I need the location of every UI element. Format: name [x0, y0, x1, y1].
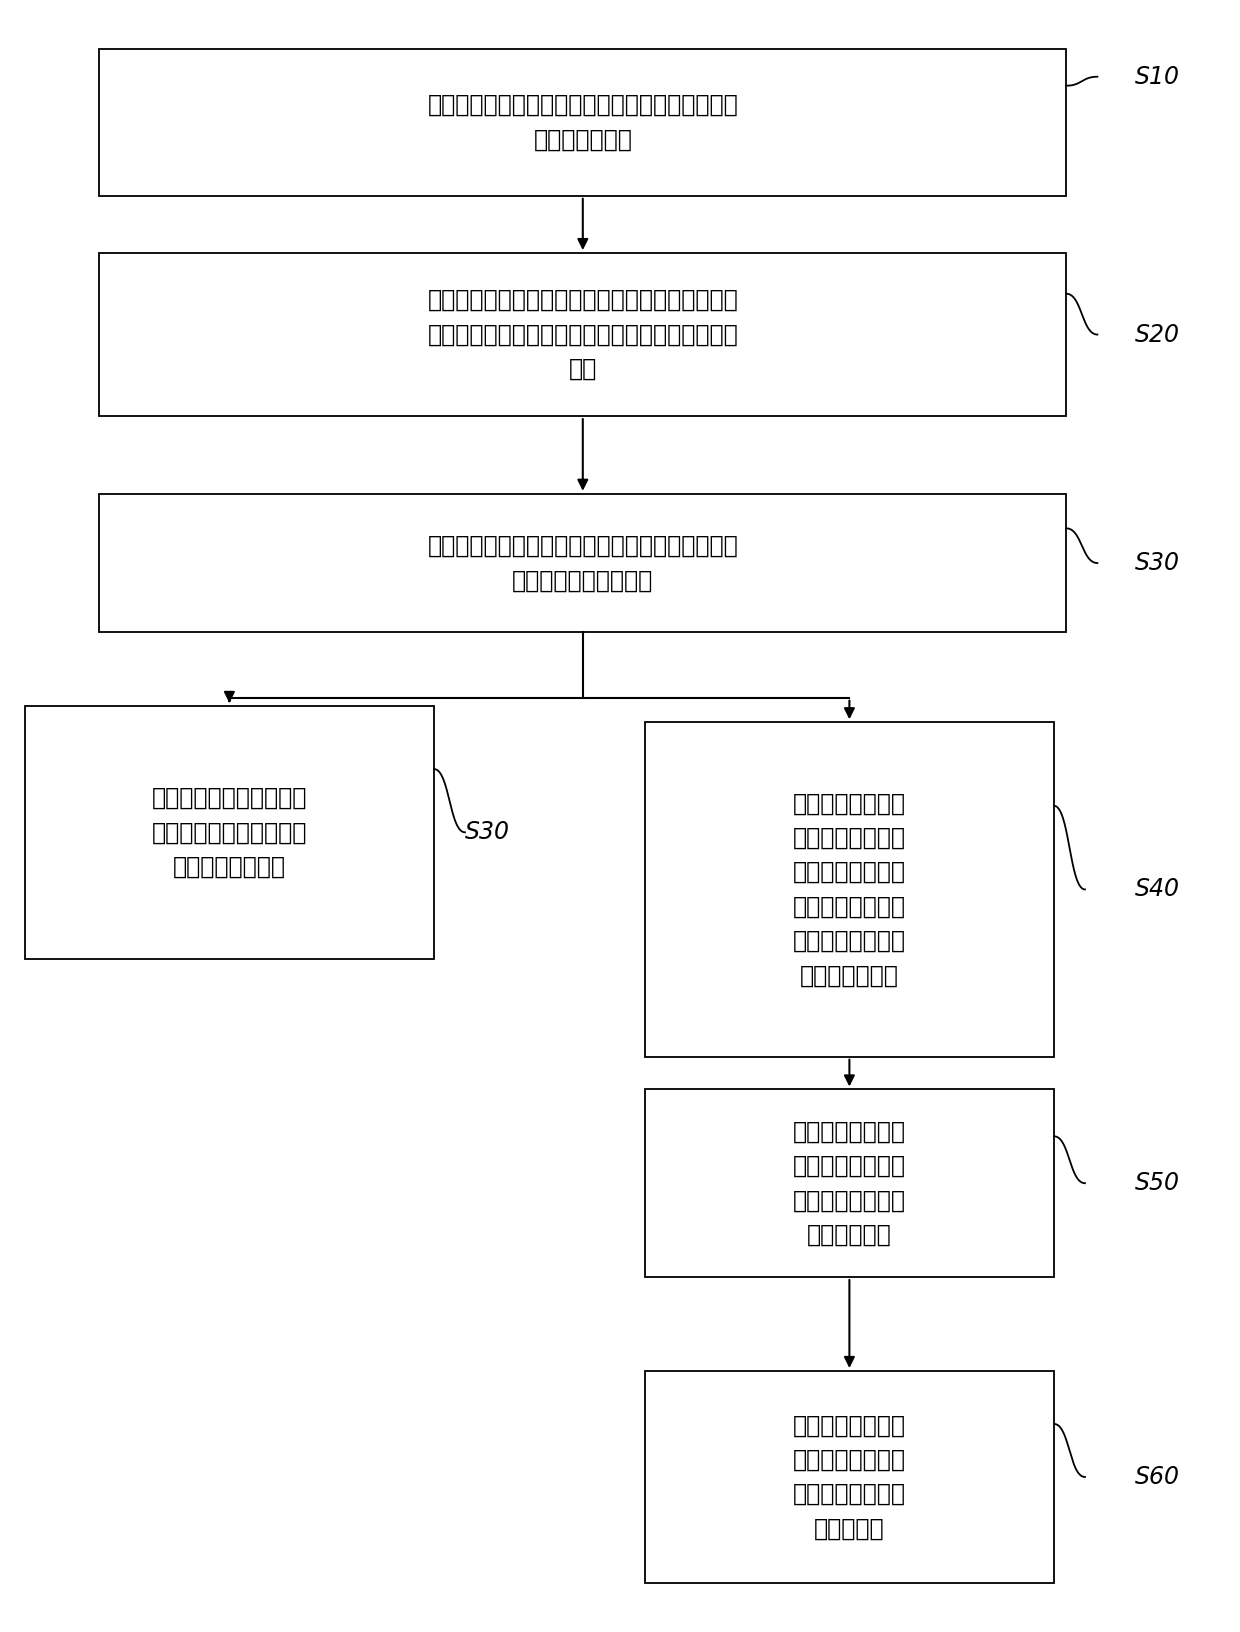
Text: S20: S20	[1135, 323, 1179, 346]
FancyBboxPatch shape	[645, 1371, 1054, 1583]
Text: 检测新风机运行和空调运行所产生的混合噪声是否
大于或等于第二预设值: 检测新风机运行和空调运行所产生的混合噪声是否 大于或等于第二预设值	[428, 534, 738, 592]
Text: S50: S50	[1135, 1172, 1179, 1195]
Text: 当所述混合噪声大于或等
于第二预设值时，控制新
风机降低转速运行: 当所述混合噪声大于或等 于第二预设值时，控制新 风机降低转速运行	[151, 787, 308, 878]
Text: 当室内空气指数小
于或等于第一预设
值时，控制新风机
为待机状态: 当室内空气指数小 于或等于第一预设 值时，控制新风机 为待机状态	[792, 1413, 906, 1541]
Text: 当所述室内空气指数大于第一预设值时，启动新风
机运行，以将室内空气引进新风机的净化装置进行
净化: 当所述室内空气指数大于第一预设值时，启动新风 机运行，以将室内空气引进新风机的净…	[428, 289, 738, 380]
Text: 检测室内空气指数，并判断所述室内空气指数是否
大于第一预设值: 检测室内空气指数，并判断所述室内空气指数是否 大于第一预设值	[428, 93, 738, 152]
FancyBboxPatch shape	[99, 253, 1066, 416]
Text: S60: S60	[1135, 1466, 1179, 1488]
FancyBboxPatch shape	[99, 49, 1066, 196]
Text: S10: S10	[1135, 65, 1179, 88]
FancyBboxPatch shape	[25, 705, 434, 960]
Text: 当所述混合噪声小
于第二预设值时，
控制新风机以最大
转速运行，并检测
室内空气指数是否
大于第一预设值: 当所述混合噪声小 于第二预设值时， 控制新风机以最大 转速运行，并检测 室内空气…	[792, 792, 906, 987]
Text: S30: S30	[1135, 552, 1179, 574]
Text: S30: S30	[465, 821, 510, 844]
Text: 当室内空气指数大
于第一预设值时，
控制新风机持续以
最大转速运行: 当室内空气指数大 于第一预设值时， 控制新风机持续以 最大转速运行	[792, 1120, 906, 1247]
Text: S40: S40	[1135, 878, 1179, 901]
FancyBboxPatch shape	[645, 721, 1054, 1058]
FancyBboxPatch shape	[99, 494, 1066, 632]
FancyBboxPatch shape	[645, 1090, 1054, 1276]
